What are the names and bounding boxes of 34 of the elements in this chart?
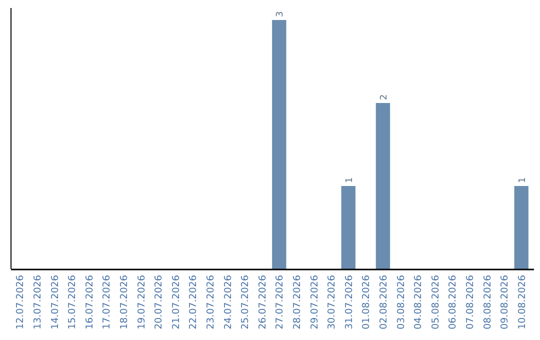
x-tick-label: 14.07.2026 bbox=[50, 275, 61, 330]
x-tick-label: 20.07.2026 bbox=[154, 275, 165, 330]
x-tick-label: 23.07.2026 bbox=[205, 275, 216, 330]
data-label: 1 bbox=[344, 177, 355, 183]
x-tick-label: 30.07.2026 bbox=[326, 275, 338, 330]
x-tick-label: 22.07.2026 bbox=[188, 275, 200, 330]
x-tick-label: 01.08.2026 bbox=[361, 275, 372, 330]
data-label: 1 bbox=[518, 177, 528, 183]
x-tick-label: 17.07.2026 bbox=[102, 275, 113, 330]
x-tick-label: 29.07.2026 bbox=[309, 275, 320, 330]
x-tick-label: 25.07.2026 bbox=[240, 275, 252, 330]
x-tick-label: 24.07.2026 bbox=[222, 275, 234, 330]
x-tick-label: 10.08.2026 bbox=[516, 275, 528, 330]
x-tick-label: 31.07.2026 bbox=[344, 275, 355, 330]
data-label: 2 bbox=[379, 94, 390, 100]
x-tick-label: 13.07.2026 bbox=[32, 275, 44, 330]
x-tick-label: 03.08.2026 bbox=[396, 275, 407, 330]
x-tick-label: 18.07.2026 bbox=[118, 275, 130, 330]
x-tick-label: 27.07.2026 bbox=[274, 275, 286, 330]
x-tick-label: 09.08.2026 bbox=[500, 275, 511, 330]
x-tick-label: 12.07.2026 bbox=[15, 275, 26, 330]
x-tick-label: 07.08.2026 bbox=[464, 275, 476, 330]
x-tick-label: 28.07.2026 bbox=[292, 275, 303, 330]
x-tick-label: 19.07.2026 bbox=[136, 275, 148, 330]
x-tick-label: 06.08.2026 bbox=[448, 275, 459, 330]
x-tick-label: 05.08.2026 bbox=[430, 275, 442, 330]
data-label: 3 bbox=[276, 11, 286, 17]
x-tick-label: 16.07.2026 bbox=[84, 275, 96, 330]
x-tick-label: 04.08.2026 bbox=[413, 275, 424, 330]
x-tick-label: 08.08.2026 bbox=[482, 275, 494, 330]
x-tick-label: 21.07.2026 bbox=[170, 275, 182, 330]
x-tick-label: 02.08.2026 bbox=[378, 275, 390, 330]
x-tick-label: 15.07.2026 bbox=[67, 275, 78, 330]
x-tick-label: 26.07.2026 bbox=[257, 275, 268, 330]
